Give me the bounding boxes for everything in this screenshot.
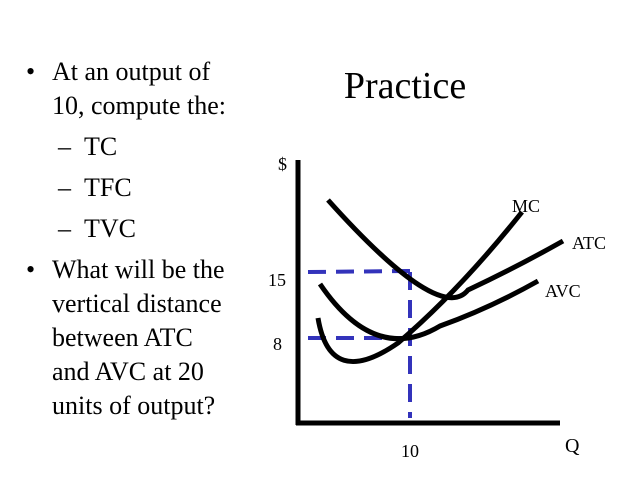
bullet-list: • At an output of 10, compute the: – TC … [22, 55, 277, 423]
atc-reference-line [307, 269, 411, 274]
bullet-dot: • [26, 255, 36, 284]
avc-curve [317, 278, 540, 342]
dash-marker: – [58, 173, 71, 202]
dash-marker: – [58, 214, 71, 243]
dash-marker: – [58, 132, 71, 161]
y-axis-label: $ [278, 154, 287, 174]
atc-label: ATC [572, 233, 606, 253]
bullet-line: 10, compute the: [52, 91, 227, 120]
subitem-tvc: – TVC [22, 212, 277, 246]
subitem-tfc: – TFC [22, 171, 277, 205]
y-tick-8: 8 [273, 334, 282, 354]
x-axis-label: Q [565, 435, 580, 457]
avc-label: AVC [545, 281, 581, 301]
bullet-line: and AVC at 20 [52, 357, 204, 386]
bullet-line: between ATC [52, 323, 193, 352]
slide-title: Practice [343, 65, 467, 107]
bullet-line: units of output? [52, 391, 216, 420]
subitem-tc: – TC [22, 130, 277, 164]
bullet-line: At an output of [52, 57, 211, 86]
subitem-label: TC [84, 132, 118, 161]
mc-curve [315, 210, 524, 365]
subitem-label: TFC [84, 173, 132, 202]
y-tick-15: 15 [268, 270, 286, 290]
bullet-dot: • [26, 57, 36, 86]
subitem-label: TVC [84, 214, 136, 243]
bullet-output-10: • At an output of 10, compute the: [22, 55, 277, 123]
bullet-line: What will be the [52, 255, 225, 284]
bullet-line: vertical distance [52, 289, 222, 318]
atc-curve [326, 198, 565, 301]
mc-label: MC [512, 196, 540, 216]
x-tick-10: 10 [401, 441, 419, 461]
bullet-vertical-distance: • What will be the vertical distance bet… [22, 253, 277, 423]
